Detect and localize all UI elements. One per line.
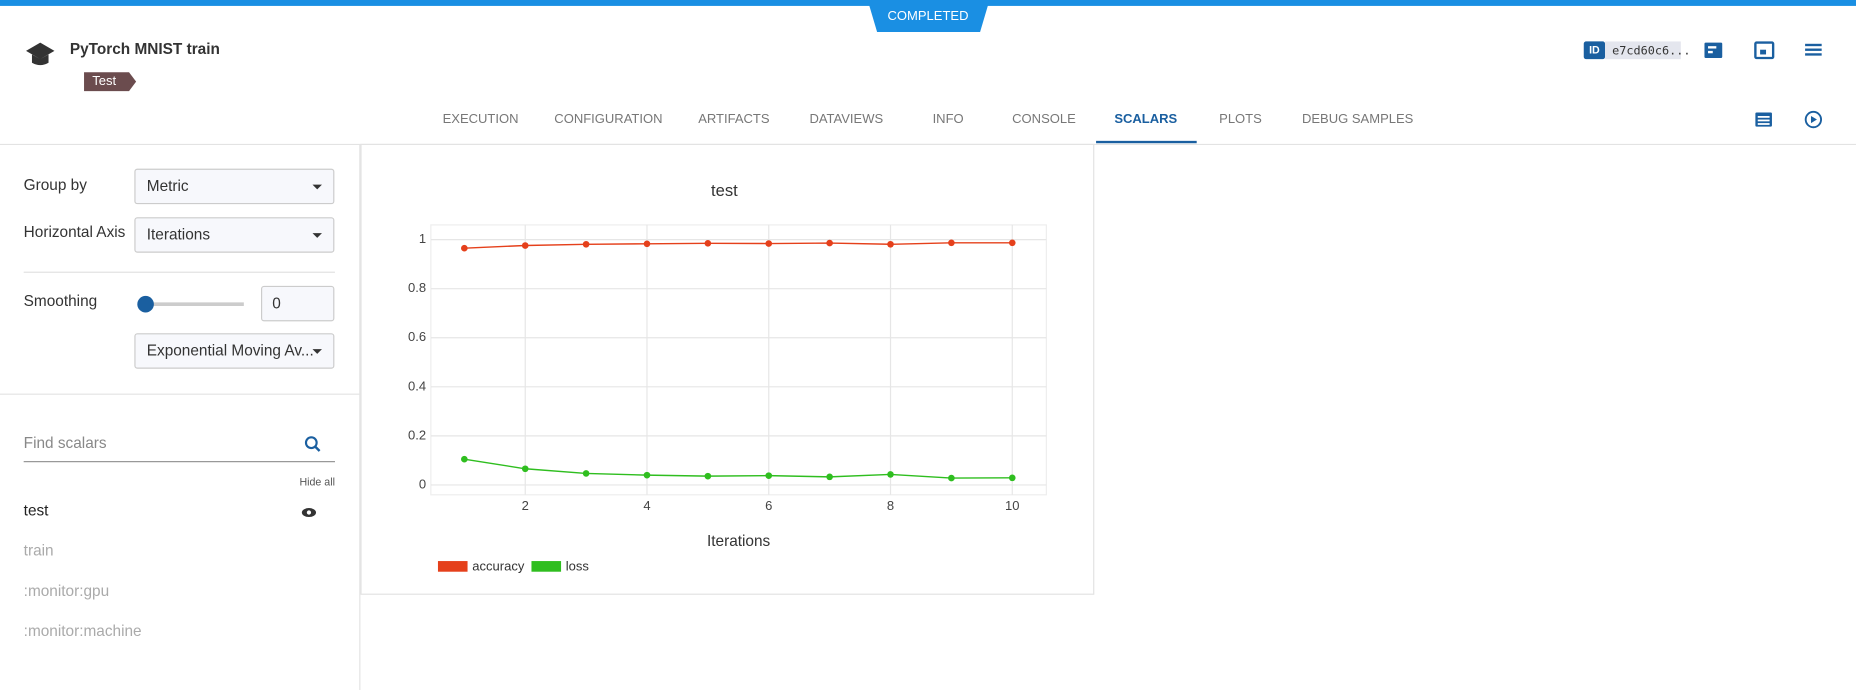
x-tick-label: 2 bbox=[522, 498, 529, 513]
data-point bbox=[1008, 474, 1016, 482]
data-point bbox=[582, 470, 590, 477]
legend-label[interactable]: accuracy bbox=[472, 558, 525, 573]
y-tick-label: 0.6 bbox=[408, 329, 426, 344]
data-point bbox=[461, 244, 468, 252]
x-axis-label: Iterations bbox=[707, 533, 771, 550]
status-badge bbox=[867, 0, 990, 32]
y-tick-label: 0.2 bbox=[408, 427, 426, 442]
data-point bbox=[948, 474, 955, 482]
x-tick-label: 10 bbox=[1005, 498, 1019, 513]
tab[interactable]: ARTIFACTS bbox=[698, 111, 770, 126]
task-id[interactable]: e7cd60c6... bbox=[1612, 43, 1690, 57]
scalar-item[interactable]: test bbox=[24, 502, 50, 519]
data-point bbox=[521, 465, 529, 473]
legend-swatch[interactable] bbox=[531, 561, 562, 572]
search-icon[interactable] bbox=[304, 436, 321, 452]
chart: test Iterations 0 0.2 0.4 0.6 0.8 1 2 4 6 8 10 accura… bbox=[408, 181, 1047, 573]
tab[interactable]: SCALARS bbox=[1114, 111, 1177, 126]
series-line bbox=[464, 242, 1013, 249]
data-point bbox=[826, 239, 833, 247]
data-point bbox=[887, 471, 894, 478]
data-point bbox=[582, 240, 590, 248]
tab[interactable]: EXECUTION bbox=[443, 111, 519, 126]
data-point bbox=[643, 240, 651, 248]
tab[interactable]: PLOTS bbox=[1219, 111, 1262, 126]
group-by-label: Group by bbox=[24, 177, 88, 194]
hide-all[interactable]: Hide all bbox=[299, 477, 335, 489]
data-point bbox=[1008, 239, 1016, 247]
scalar-item[interactable]: :monitor:gpu bbox=[24, 583, 109, 600]
data-point bbox=[765, 472, 773, 479]
legend-swatch[interactable] bbox=[437, 561, 468, 572]
active-tab-underline bbox=[1096, 140, 1197, 144]
id-badge-bg bbox=[1583, 41, 1606, 60]
y-tick-label: 0.8 bbox=[408, 280, 426, 295]
data-point bbox=[643, 471, 651, 479]
data-point bbox=[461, 455, 468, 463]
header-icons[interactable] bbox=[1704, 41, 1822, 60]
tab[interactable]: CONFIGURATION bbox=[554, 111, 662, 126]
group-by-select[interactable] bbox=[134, 168, 335, 205]
x-tick-label: 6 bbox=[765, 498, 772, 513]
tab[interactable]: INFO bbox=[933, 111, 964, 126]
tag[interactable]: Test bbox=[92, 73, 116, 88]
search-input[interactable]: Find scalars bbox=[24, 435, 107, 452]
chart-panel bbox=[360, 143, 1095, 595]
y-tick-label: 0.4 bbox=[408, 378, 426, 393]
y-tick-label: 0 bbox=[419, 476, 426, 491]
legend-label[interactable]: loss bbox=[566, 558, 590, 573]
data-point bbox=[521, 242, 529, 249]
id-label: ID bbox=[1589, 45, 1600, 57]
logo-icon bbox=[26, 42, 55, 66]
tabs: EXECUTION CONFIGURATION ARTIFACTS DATAVIEWS… bbox=[443, 111, 1414, 126]
data-point bbox=[704, 239, 712, 247]
scalar-item[interactable]: train bbox=[24, 543, 54, 560]
axis-select[interactable] bbox=[134, 217, 335, 253]
status: COMPLETED bbox=[887, 8, 968, 23]
tag-badge[interactable] bbox=[84, 72, 137, 92]
tab[interactable]: DATAVIEWS bbox=[809, 111, 883, 126]
smoothing-label: Smoothing bbox=[24, 293, 98, 310]
x-tick-label: 8 bbox=[887, 498, 894, 513]
caret bbox=[312, 349, 322, 354]
smoothing-input[interactable] bbox=[260, 285, 335, 322]
slider-knob[interactable] bbox=[137, 295, 154, 313]
series-line bbox=[464, 458, 1013, 479]
id-bg[interactable] bbox=[1605, 41, 1681, 60]
caret bbox=[312, 233, 322, 238]
data-point bbox=[948, 239, 955, 247]
plot-frame bbox=[430, 224, 1047, 496]
y-tick-label: 1 bbox=[419, 231, 426, 246]
group-by-value[interactable]: Metric bbox=[147, 178, 189, 195]
method-select[interactable] bbox=[134, 333, 335, 369]
caret bbox=[312, 184, 322, 190]
eye-icon[interactable] bbox=[301, 508, 317, 518]
chart-title: test bbox=[711, 181, 738, 200]
x-tick-label: 4 bbox=[643, 498, 650, 513]
axis-value[interactable]: Iterations bbox=[147, 227, 211, 244]
task-title: PyTorch MNIST train bbox=[70, 41, 220, 58]
data-point bbox=[704, 472, 712, 480]
view-icons[interactable] bbox=[1755, 110, 1823, 129]
data-point bbox=[826, 473, 833, 481]
scalar-item[interactable]: :monitor:machine bbox=[24, 623, 142, 640]
data-point bbox=[765, 240, 773, 247]
tab[interactable]: CONSOLE bbox=[1012, 111, 1076, 126]
method-value[interactable]: Exponential Moving Av... bbox=[147, 343, 314, 360]
smoothing-value[interactable]: 0 bbox=[272, 295, 281, 312]
scalar-list: test train :monitor:gpu :monitor:machine bbox=[24, 502, 142, 640]
tab[interactable]: DEBUG SAMPLES bbox=[1302, 111, 1414, 126]
data-point bbox=[887, 240, 894, 248]
axis-label: Horizontal Axis bbox=[24, 224, 126, 241]
